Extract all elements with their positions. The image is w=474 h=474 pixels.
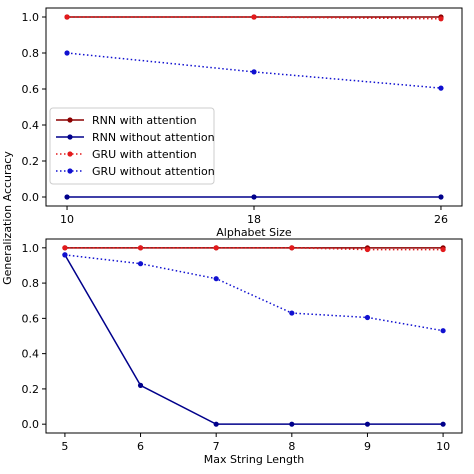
data-point-gru-with-attention — [438, 16, 444, 22]
data-point-rnn-without-attention — [213, 421, 219, 427]
series-line-gru-with-attention — [64, 247, 444, 251]
data-point-gru-without-attention — [62, 252, 68, 258]
data-point-gru-with-attention — [213, 245, 219, 251]
legend-box — [49, 107, 215, 185]
series-line-gru-without-attention — [64, 254, 444, 332]
legend: RNN with attention RNN without attention G… — [49, 107, 215, 185]
x-tick-label: 26 — [434, 213, 448, 226]
y-tick-label: 0.2 — [22, 383, 40, 396]
legend-label-rnn-without-attention: RNN without attention — [92, 131, 215, 144]
x-tick-label: 9 — [364, 440, 371, 453]
y-tick-label: 0.2 — [22, 155, 40, 168]
y-tick-label: 0.4 — [22, 348, 40, 361]
data-point-gru-with-attention — [64, 14, 70, 20]
series-line-rnn-without-attention — [64, 254, 444, 425]
y-tick-label: 0.6 — [22, 83, 40, 96]
x-tick-label: 5 — [61, 440, 68, 453]
data-point-gru-without-attention — [364, 314, 371, 321]
data-point-rnn-without-attention — [137, 382, 144, 388]
x-tick-label: 6 — [137, 440, 144, 453]
series-line-gru-without-attention — [66, 52, 442, 89]
chart-panel-alphabet-size: 0.0 0.2 0.4 0.6 0.8 1.0 10 18 26 Alphabet Size RNN… — [22, 7, 463, 239]
data-point-gru-without-attention — [251, 69, 257, 75]
y-tick-label: 1.0 — [22, 242, 40, 255]
data-point-rnn-without-attention — [251, 194, 257, 200]
data-point-gru-without-attention — [137, 261, 144, 267]
data-point-gru-without-attention — [213, 276, 219, 282]
legend-label-rnn-with-attention: RNN with attention — [92, 114, 197, 127]
x-tick-label: 8 — [288, 440, 295, 453]
x-axis-label: Alphabet Size — [216, 226, 292, 239]
data-point-gru-without-attention — [64, 50, 70, 56]
data-point-gru-without-attention — [438, 85, 444, 91]
y-tick-label: 0.0 — [22, 418, 40, 431]
x-tick-label: 10 — [436, 440, 450, 453]
legend-marker-rnn-with-attention — [67, 117, 73, 123]
legend-marker-gru-without-attention — [67, 168, 73, 174]
shared-y-axis-label: Generalization Accuracy — [1, 151, 14, 285]
x-tick-label: 7 — [213, 440, 220, 453]
data-point-gru-with-attention — [364, 246, 371, 253]
data-point-gru-with-attention — [62, 245, 68, 251]
chart-panel-max-string-length: 0.0 0.2 0.4 0.6 0.8 1.0 5 6 7 8 9 10 Max String Leng… — [22, 238, 463, 466]
y-tick-label: 0.0 — [22, 191, 40, 204]
y-tick-label: 0.6 — [22, 312, 40, 325]
y-tick-label: 0.4 — [22, 119, 40, 132]
data-point-rnn-without-attention — [364, 421, 371, 427]
x-tick-label: 10 — [60, 213, 74, 226]
legend-marker-rnn-without-attention — [67, 134, 73, 140]
data-point-gru-without-attention — [440, 328, 446, 334]
data-point-rnn-without-attention — [64, 194, 70, 200]
plot-frame — [45, 238, 463, 434]
legend-label-gru-with-attention: GRU with attention — [92, 148, 197, 161]
data-point-rnn-without-attention — [289, 421, 295, 427]
data-point-gru-with-attention — [440, 246, 446, 253]
data-point-rnn-without-attention — [438, 194, 444, 200]
data-point-gru-with-attention — [289, 245, 295, 251]
x-tick-label: 18 — [247, 213, 261, 226]
data-point-gru-with-attention — [137, 245, 144, 251]
y-tick-label: 0.8 — [22, 277, 40, 290]
x-axis-label: Max String Length — [204, 453, 305, 466]
plot-frame — [45, 7, 463, 207]
legend-label-gru-without-attention: GRU without attention — [92, 165, 215, 178]
data-point-gru-with-attention — [251, 14, 257, 20]
legend-marker-gru-with-attention — [67, 151, 73, 157]
y-tick-label: 0.8 — [22, 47, 40, 60]
data-point-rnn-without-attention — [440, 421, 446, 427]
y-tick-label: 1.0 — [22, 11, 40, 24]
data-point-gru-without-attention — [289, 310, 295, 316]
